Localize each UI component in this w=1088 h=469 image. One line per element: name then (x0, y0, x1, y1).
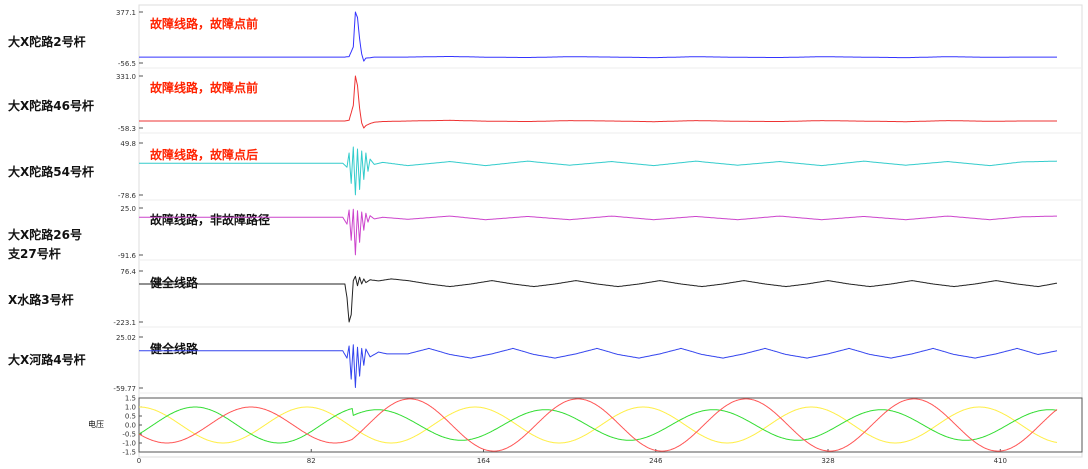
row-label: 大X陀路46号杆 (8, 99, 94, 113)
series-annotation: 故障线路，非故障路径 (150, 212, 270, 227)
ytick-label: 76.4 (120, 268, 136, 276)
ytick-label: 1.0 (125, 404, 136, 412)
series-annotation: 故障线路，故障点前 (150, 16, 258, 31)
ytick-label: 377.1 (116, 9, 136, 17)
series-line (138, 398, 1058, 452)
row-label: 大X陀路26号 (8, 228, 82, 242)
ytick-label: -223.1 (113, 319, 136, 327)
series-line (139, 344, 1058, 388)
xtick-label: 328 (821, 457, 834, 465)
xtick-label: 246 (649, 457, 663, 465)
row-label: 电压 (88, 420, 104, 429)
voltage-panel-frame (138, 397, 1083, 453)
series-line (139, 146, 1058, 196)
row-label: 支27号杆 (8, 247, 61, 261)
series-annotation: 故障线路，故障点后 (150, 147, 258, 162)
ytick-label: 0.0 (125, 422, 136, 430)
series-line (139, 275, 1058, 323)
ytick-label: 0.5 (125, 413, 136, 421)
ytick-label: 331.0 (116, 73, 136, 81)
xtick-label: 82 (307, 457, 316, 465)
xtick-label: 164 (477, 457, 491, 465)
ytick-label: -58.3 (118, 125, 136, 133)
series-annotation: 故障线路，故障点前 (150, 80, 258, 95)
series-line (139, 406, 1058, 444)
series-line (139, 75, 1057, 129)
ytick-label: 49.8 (120, 140, 136, 148)
xtick-label: 410 (994, 457, 1007, 465)
row-label: 大X陀路2号杆 (8, 35, 86, 49)
ytick-label: 1.5 (125, 395, 136, 403)
ytick-label: -0.5 (122, 431, 136, 439)
row-label: 大X陀路54号杆 (8, 165, 94, 179)
ytick-label: 25.0 (120, 205, 136, 213)
ytick-label: -91.6 (118, 252, 137, 260)
series-line (139, 11, 1057, 62)
series-annotation: 健全线路 (150, 341, 199, 356)
xtick-label: 0 (137, 457, 141, 465)
series-line (139, 208, 1057, 256)
ytick-label: -78.6 (118, 192, 137, 200)
row-label: X水路3号杆 (8, 293, 74, 307)
plot-frame (138, 4, 1083, 458)
series-line (138, 406, 1058, 444)
ytick-label: 25.02 (116, 334, 136, 342)
ytick-label: -56.5 (118, 60, 136, 68)
ytick-label: -1.0 (122, 440, 136, 448)
ytick-label: -1.5 (122, 449, 136, 457)
row-label: 大X河路4号杆 (8, 353, 86, 367)
ytick-label: -59.77 (113, 385, 136, 393)
series-annotation: 健全线路 (150, 275, 199, 290)
